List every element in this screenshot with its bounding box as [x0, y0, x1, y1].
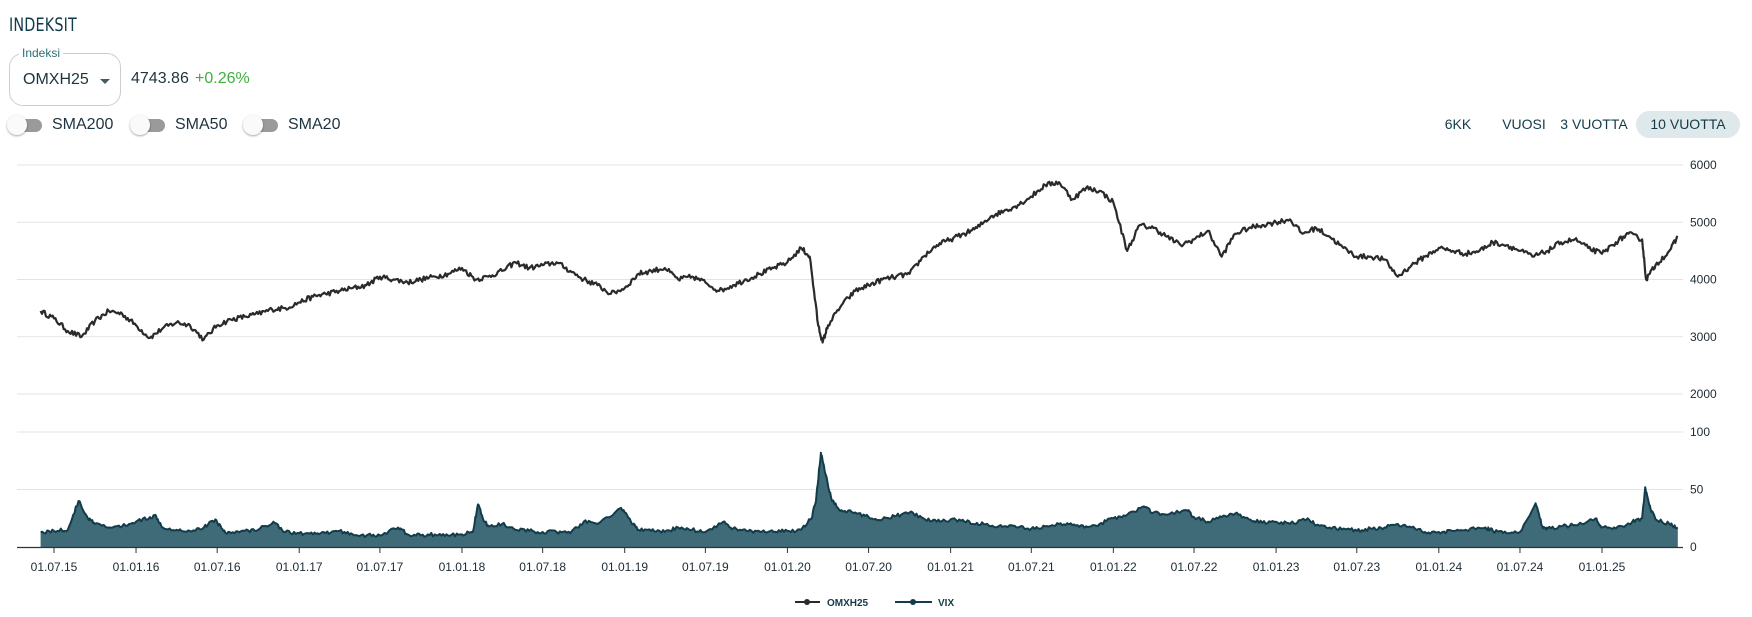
x-tick-label: 01.07.23 — [1333, 560, 1380, 574]
legend-vix-marker — [910, 599, 916, 605]
period-3-vuotta-button[interactable]: 3 VUOTTA — [1560, 116, 1628, 132]
legend-omxh25-label: OMXH25 — [827, 598, 869, 609]
legend-vix-label: VIX — [938, 598, 954, 609]
vix-series-line — [40, 451, 1679, 539]
index-select-label: Indeksi — [19, 46, 64, 60]
sma20-label: SMA20 — [288, 116, 341, 133]
x-tick-label: 01.01.20 — [764, 560, 811, 574]
x-tick-label: 01.07.17 — [357, 560, 404, 574]
index-select[interactable]: Indeksi OMXH25 — [9, 46, 121, 106]
vix-y-tick-label: 0 — [1690, 540, 1697, 554]
sma50-label: SMA50 — [175, 116, 228, 133]
x-tick-label: 01.07.24 — [1497, 560, 1544, 574]
legend-omxh25-marker — [804, 599, 810, 605]
period-6kk-button[interactable]: 6KK — [1444, 116, 1472, 132]
index-change: +0.26% — [195, 70, 250, 87]
page-title: INDEKSIT — [9, 14, 77, 36]
sma200-label: SMA200 — [52, 116, 114, 133]
x-tick-label: 01.01.23 — [1253, 560, 1300, 574]
index-select-value: OMXH25 — [23, 71, 89, 88]
omxh25-series-line — [39, 180, 1679, 344]
x-tick-label: 01.01.17 — [276, 560, 323, 574]
x-tick-label: 01.01.16 — [113, 560, 160, 574]
vix-y-tick-label: 100 — [1690, 425, 1710, 439]
vix-y-tick-label: 50 — [1690, 483, 1704, 497]
price-y-tick-label: 6000 — [1690, 158, 1717, 172]
x-tick-label: 01.07.20 — [845, 560, 892, 574]
price-y-tick-label: 3000 — [1690, 330, 1717, 344]
x-tick-label: 01.01.18 — [439, 560, 486, 574]
period-10-vuotta-button[interactable]: 10 VUOTTA — [1636, 111, 1740, 138]
x-tick-label: 01.07.15 — [31, 560, 78, 574]
price-y-tick-label: 5000 — [1690, 215, 1717, 229]
period-vuosi-button[interactable]: VUOSI — [1502, 116, 1546, 132]
price-y-tick-label: 4000 — [1690, 273, 1717, 287]
price-y-tick-label: 2000 — [1690, 387, 1717, 401]
x-tick-label: 01.01.21 — [927, 560, 974, 574]
x-tick-label: 01.01.19 — [601, 560, 648, 574]
x-tick-label: 01.07.19 — [682, 560, 729, 574]
x-tick-label: 01.07.21 — [1008, 560, 1055, 574]
caret-down-icon — [100, 79, 110, 84]
toggle-knob — [130, 115, 150, 135]
x-tick-label: 01.07.16 — [194, 560, 241, 574]
x-tick-label: 01.07.18 — [519, 560, 566, 574]
x-tick-label: 01.01.24 — [1415, 560, 1462, 574]
x-tick-label: 01.01.25 — [1579, 560, 1626, 574]
index-price: 4743.86 — [131, 70, 189, 87]
x-tick-label: 01.07.22 — [1171, 560, 1218, 574]
toggle-knob — [243, 115, 263, 135]
toggle-knob — [7, 115, 27, 135]
x-tick-label: 01.01.22 — [1090, 560, 1137, 574]
